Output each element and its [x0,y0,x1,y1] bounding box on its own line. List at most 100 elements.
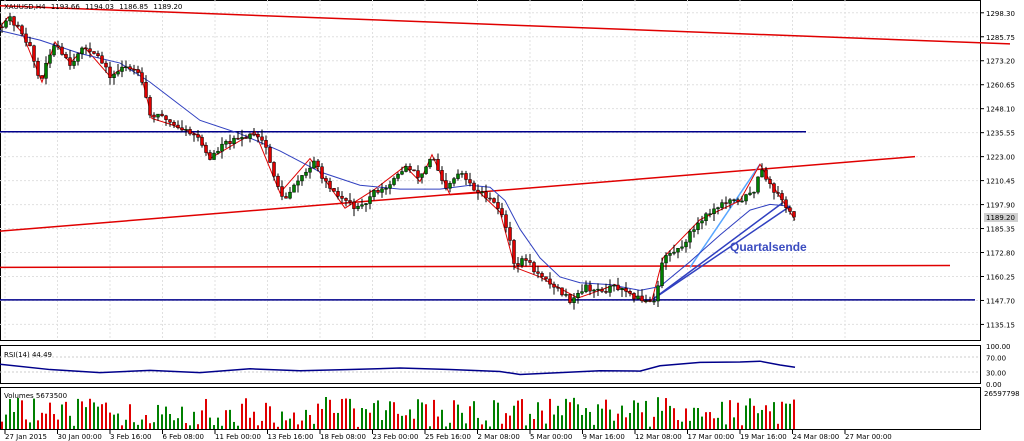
candle [148,95,152,119]
candle [520,255,524,268]
price-tick: 1197.90 [986,202,1015,210]
candle [168,119,172,127]
candle [744,193,748,205]
candle [240,129,244,147]
time-tick: 11 Feb 00:00 [215,433,261,441]
candle [312,156,316,169]
candle [732,198,736,203]
candle [144,75,148,99]
candle [180,120,184,132]
candle [736,197,740,206]
candlesticks [0,12,796,310]
candle [112,70,116,85]
candle [372,189,376,201]
candle [0,22,4,33]
candle [740,195,744,203]
candle [756,176,760,195]
candle [8,12,12,25]
volume-max: 26597798 [984,390,1020,398]
trend-line [689,163,761,268]
candle [512,239,516,270]
candle [96,50,100,58]
candle [224,139,228,149]
candle [388,180,392,195]
candle [440,166,444,185]
candle [236,131,240,140]
trend-line [0,264,951,269]
candle [728,198,732,209]
candle [472,180,476,192]
candle [12,15,16,32]
candle [324,175,328,188]
candle [596,283,600,297]
price-tick: 1248.10 [986,106,1015,114]
candle [160,110,164,117]
candle [656,280,660,308]
candle [460,170,464,178]
candle [544,276,548,282]
candle [212,150,216,160]
candle [484,184,488,203]
candle [608,279,612,297]
candle [320,163,324,184]
candle [664,252,668,270]
candle [268,143,272,164]
candle [36,57,40,79]
price-tick: 1273.20 [986,58,1015,66]
candle [88,42,92,58]
candle [256,131,260,143]
candle [272,161,276,181]
candle [128,64,132,72]
candle [676,247,680,259]
candle [792,211,796,221]
candle [280,180,284,201]
candle [32,44,36,68]
candle [784,196,788,213]
candle [468,172,472,187]
candle [580,284,584,296]
candle [296,175,300,193]
candle [516,256,520,273]
candle [432,157,436,161]
candle [780,190,784,206]
candle [188,126,192,136]
time-tick: 9 Mar 16:00 [583,433,625,441]
moving-average [0,30,791,291]
candle [592,288,596,298]
candle [404,163,408,173]
candle [156,113,160,121]
rsi-tick: 70.00 [986,354,1006,362]
candle [660,257,664,289]
candle [100,51,104,64]
rsi-line [0,360,796,376]
rsi-tick: 30.00 [986,370,1006,378]
candle [428,158,432,169]
candle [384,185,388,195]
trend-line [0,4,1011,45]
candle [68,50,72,70]
price-axis: 1298.30 1285.75 1273.20 1260.65 1248.10 1235.… [980,10,1015,329]
candle [436,153,440,172]
candle [480,187,484,197]
candle [292,183,296,193]
candle [688,229,692,249]
candle [712,203,716,222]
candle [528,253,532,266]
candle [284,192,288,199]
price-tick: 1160.25 [986,273,1015,281]
candle [456,169,460,181]
candle [556,284,560,292]
candle [76,52,80,66]
candle [644,294,648,304]
candle [400,166,404,176]
candle [576,289,580,304]
time-tick: 24 Mar 08:00 [793,433,840,441]
candle [788,205,792,215]
candle [48,49,52,69]
price-tick: 1285.75 [986,34,1015,42]
ma-line [0,30,791,291]
candle [172,120,176,129]
candle [760,163,764,178]
candle [352,198,356,217]
current-price-badge: 1189.20 [984,213,1018,222]
